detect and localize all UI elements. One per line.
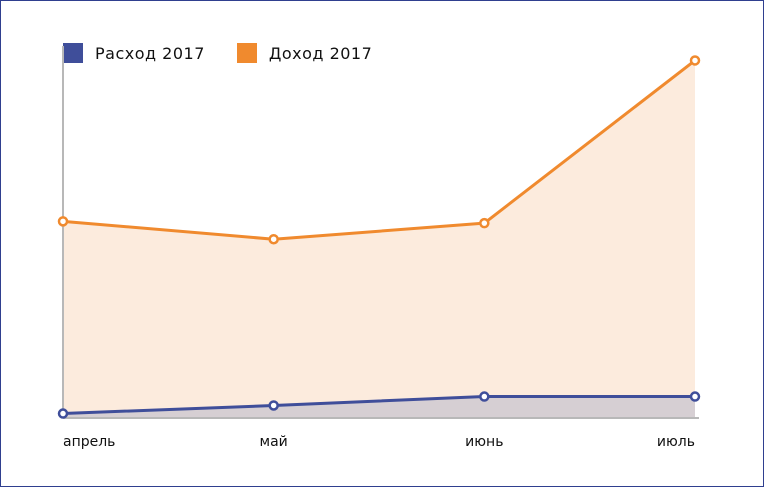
- data-point-1-0: [57, 216, 69, 227]
- x-tick-label-0: апрель: [63, 434, 115, 450]
- legend-swatch-expense: [63, 43, 83, 63]
- x-tick-label-3: июль: [657, 434, 695, 450]
- x-tick-label-1: май: [260, 434, 288, 450]
- data-point-1-2: [479, 217, 490, 229]
- legend-item-expense: Расход 2017: [63, 43, 205, 63]
- data-point-0-2: [479, 391, 490, 402]
- legend-label-expense: Расход 2017: [95, 43, 205, 63]
- series-line-0: [62, 395, 695, 416]
- legend-swatch-income: [236, 43, 257, 63]
- data-point-0-3: [689, 391, 701, 402]
- chart-legend: Расход 2017 Доход 2017: [63, 43, 372, 63]
- series-line-1: [62, 59, 696, 241]
- x-tick-label-2: июнь: [465, 434, 503, 450]
- legend-item-income: Доход 2017: [236, 43, 373, 63]
- data-point-0-0: [57, 408, 69, 419]
- area-fill-0: [63, 396, 695, 418]
- data-point-0-1: [268, 400, 279, 411]
- data-point-1-1: [268, 233, 279, 245]
- data-point-1-3: [689, 55, 701, 66]
- area-fill-1: [63, 60, 695, 418]
- legend-label-income: Доход 2017: [268, 43, 373, 63]
